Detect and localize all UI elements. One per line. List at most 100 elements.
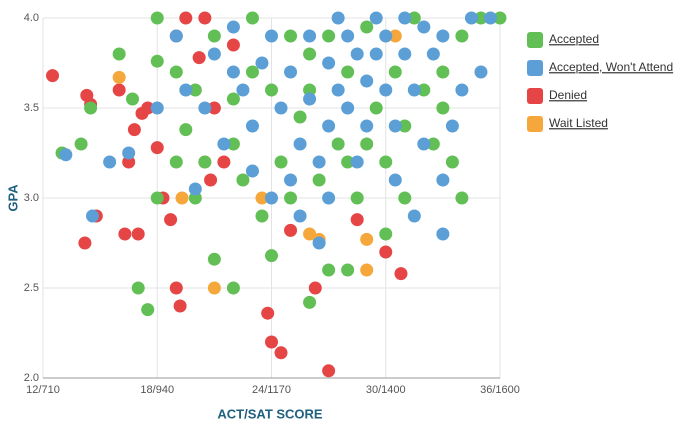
- point: [150, 54, 164, 68]
- point: [464, 11, 478, 25]
- point: [255, 209, 269, 223]
- point: [322, 364, 336, 378]
- point: [284, 223, 298, 237]
- point: [46, 69, 60, 83]
- point: [207, 101, 221, 115]
- point: [198, 155, 212, 169]
- point: [226, 20, 240, 34]
- point: [293, 110, 307, 124]
- point: [360, 263, 374, 277]
- point: [388, 119, 402, 133]
- legend-label[interactable]: Wait Listed: [549, 116, 608, 130]
- point: [379, 29, 393, 43]
- legend-swatch: [527, 60, 543, 76]
- point: [369, 101, 383, 115]
- y-tick-label: 2.0: [24, 372, 39, 384]
- point: [274, 101, 288, 115]
- point: [245, 65, 259, 79]
- point: [360, 74, 374, 88]
- point: [493, 11, 507, 25]
- point: [265, 191, 278, 205]
- point: [265, 335, 278, 349]
- point: [207, 47, 221, 61]
- point: [226, 38, 240, 52]
- legend-swatch: [527, 32, 543, 48]
- point: [341, 101, 355, 115]
- point: [369, 47, 383, 61]
- point: [179, 11, 193, 25]
- point: [173, 299, 187, 313]
- point: [274, 346, 288, 360]
- legend-swatch: [527, 88, 543, 104]
- legend-label[interactable]: Accepted: [549, 32, 599, 46]
- point: [350, 213, 364, 227]
- legend-label[interactable]: Accepted, Won't Attend: [549, 60, 673, 74]
- point: [255, 56, 269, 70]
- point: [150, 101, 164, 115]
- point: [226, 281, 240, 295]
- point: [192, 51, 206, 65]
- point: [188, 83, 202, 97]
- point: [341, 29, 355, 43]
- point: [261, 306, 275, 320]
- point: [59, 148, 73, 162]
- point: [474, 11, 488, 25]
- point: [86, 209, 100, 223]
- point: [398, 47, 412, 61]
- point: [388, 65, 402, 79]
- x-axis-title: ACT/SAT SCORE: [217, 406, 323, 421]
- point: [131, 281, 145, 295]
- point: [207, 252, 221, 266]
- y-tick-label: 2.5: [24, 282, 39, 294]
- point: [236, 83, 250, 97]
- point: [150, 141, 164, 155]
- point: [436, 227, 450, 241]
- point: [284, 29, 298, 43]
- point: [198, 101, 212, 115]
- point: [350, 47, 364, 61]
- point: [436, 65, 450, 79]
- point: [407, 11, 421, 25]
- point: [284, 191, 298, 205]
- point: [293, 137, 307, 151]
- point: [417, 137, 431, 151]
- point: [226, 65, 240, 79]
- point: [436, 173, 450, 187]
- point: [207, 281, 221, 295]
- point: [417, 20, 431, 34]
- legend-label[interactable]: Denied: [549, 88, 587, 102]
- point: [312, 155, 326, 169]
- point: [74, 137, 88, 151]
- point: [207, 29, 221, 43]
- point: [360, 119, 374, 133]
- point: [141, 101, 155, 115]
- point: [417, 83, 431, 97]
- point: [379, 227, 393, 241]
- point: [350, 155, 364, 169]
- point: [265, 83, 278, 97]
- point: [84, 101, 98, 115]
- point: [474, 65, 488, 79]
- point: [398, 11, 412, 25]
- point: [436, 101, 450, 115]
- point: [226, 137, 240, 151]
- point: [188, 191, 202, 205]
- point: [312, 173, 326, 187]
- point: [388, 173, 402, 187]
- point: [369, 11, 383, 25]
- point: [103, 155, 117, 169]
- point: [118, 227, 132, 241]
- point: [125, 92, 139, 106]
- x-tick-label: 18/940: [140, 384, 174, 396]
- point: [112, 83, 126, 97]
- point: [188, 182, 202, 196]
- legend-swatch: [527, 116, 543, 132]
- point: [112, 47, 126, 61]
- point: [308, 281, 322, 295]
- point: [436, 29, 450, 43]
- point: [198, 11, 212, 25]
- x-tick-label: 24/1170: [252, 384, 291, 396]
- point: [179, 83, 193, 97]
- point: [236, 173, 250, 187]
